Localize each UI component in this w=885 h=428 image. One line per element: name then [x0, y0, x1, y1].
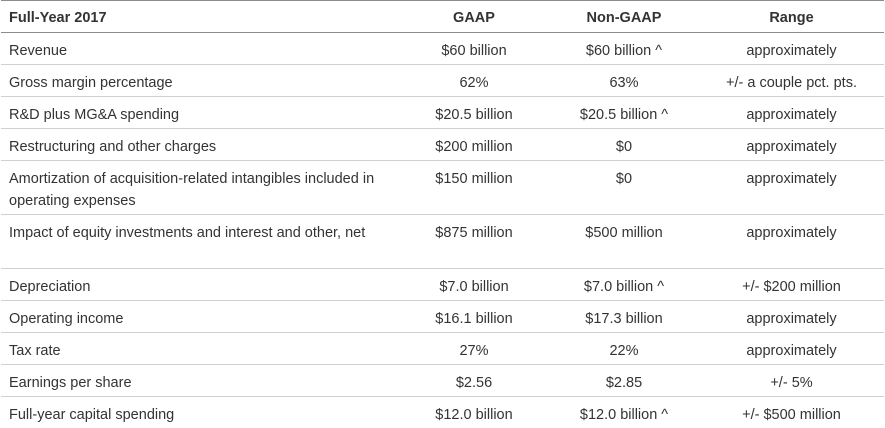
table-row: R&D plus MG&A spending $20.5 billion $20… — [1, 97, 884, 129]
gaap-value: $875 million — [399, 215, 549, 269]
non-gaap-value: $0 — [549, 161, 699, 215]
range-value: +/- $500 million — [699, 397, 884, 428]
table-row: Full-year capital spending $12.0 billion… — [1, 397, 884, 428]
gaap-value: $12.0 billion — [399, 397, 549, 428]
table-row: Revenue $60 billion $60 billion ^ approx… — [1, 33, 884, 65]
gaap-value: $150 million — [399, 161, 549, 215]
non-gaap-value: $2.85 — [549, 365, 699, 397]
gaap-value: $2.56 — [399, 365, 549, 397]
table-row: Tax rate 27% 22% approximately — [1, 333, 884, 365]
row-label: Operating income — [1, 301, 399, 333]
row-label: Tax rate — [1, 333, 399, 365]
range-value: approximately — [699, 215, 884, 269]
table-row: Impact of equity investments and interes… — [1, 215, 884, 269]
range-value: +/- a couple pct. pts. — [699, 65, 884, 97]
row-label: Gross margin percentage — [1, 65, 399, 97]
row-label: Impact of equity investments and interes… — [1, 215, 399, 269]
table-row: Depreciation $7.0 billion $7.0 billion ^… — [1, 269, 884, 301]
header-range: Range — [699, 1, 884, 33]
row-label: Full-year capital spending — [1, 397, 399, 428]
gaap-value: 27% — [399, 333, 549, 365]
non-gaap-value: $17.3 billion — [549, 301, 699, 333]
header-period: Full-Year 2017 — [1, 1, 399, 33]
non-gaap-value: 22% — [549, 333, 699, 365]
gaap-value: $200 million — [399, 129, 549, 161]
gaap-value: $20.5 billion — [399, 97, 549, 129]
table-row: Gross margin percentage 62% 63% +/- a co… — [1, 65, 884, 97]
non-gaap-value: $20.5 billion ^ — [549, 97, 699, 129]
range-value: approximately — [699, 129, 884, 161]
row-label: Revenue — [1, 33, 399, 65]
table-row: Amortization of acquisition-related inta… — [1, 161, 884, 215]
range-value: approximately — [699, 161, 884, 215]
range-value: approximately — [699, 333, 884, 365]
table-row: Restructuring and other charges $200 mil… — [1, 129, 884, 161]
row-label: Amortization of acquisition-related inta… — [1, 161, 399, 215]
non-gaap-value: $500 million — [549, 215, 699, 269]
gaap-value: $60 billion — [399, 33, 549, 65]
header-row: Full-Year 2017 GAAP Non-GAAP Range — [1, 1, 884, 33]
row-label: Restructuring and other charges — [1, 129, 399, 161]
row-label: R&D plus MG&A spending — [1, 97, 399, 129]
range-value: approximately — [699, 33, 884, 65]
table-row: Operating income $16.1 billion $17.3 bil… — [1, 301, 884, 333]
header-gaap: GAAP — [399, 1, 549, 33]
non-gaap-value: $12.0 billion ^ — [549, 397, 699, 428]
range-value: +/- $200 million — [699, 269, 884, 301]
non-gaap-value: 63% — [549, 65, 699, 97]
gaap-value: $16.1 billion — [399, 301, 549, 333]
range-value: approximately — [699, 301, 884, 333]
gaap-value: 62% — [399, 65, 549, 97]
range-value: approximately — [699, 97, 884, 129]
gaap-value: $7.0 billion — [399, 269, 549, 301]
row-label: Earnings per share — [1, 365, 399, 397]
non-gaap-value: $0 — [549, 129, 699, 161]
non-gaap-value: $7.0 billion ^ — [549, 269, 699, 301]
row-label: Depreciation — [1, 269, 399, 301]
range-value: +/- 5% — [699, 365, 884, 397]
table-row: Earnings per share $2.56 $2.85 +/- 5% — [1, 365, 884, 397]
header-non-gaap: Non-GAAP — [549, 1, 699, 33]
non-gaap-value: $60 billion ^ — [549, 33, 699, 65]
